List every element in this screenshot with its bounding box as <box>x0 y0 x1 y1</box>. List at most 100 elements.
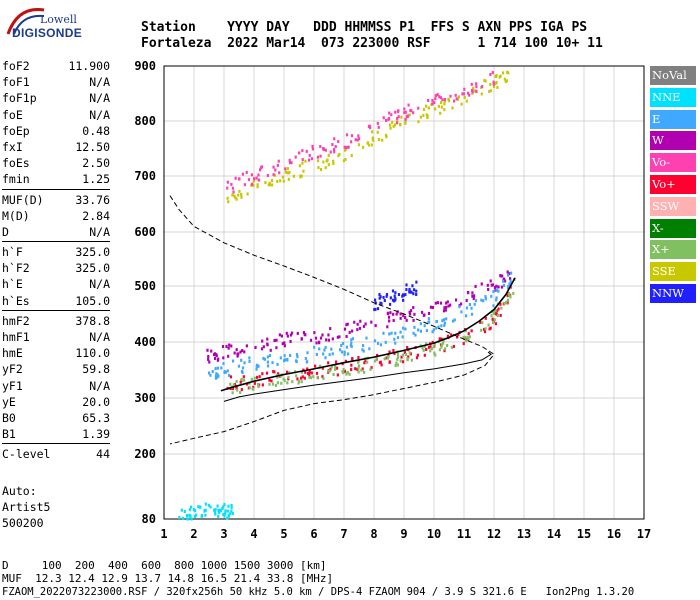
echo-point <box>483 327 486 331</box>
echo-point <box>376 307 380 311</box>
echo-point <box>506 298 510 302</box>
echo-point <box>227 346 230 350</box>
echo-point <box>500 285 504 289</box>
param-value: N/A <box>89 330 110 344</box>
echo-point <box>341 341 345 345</box>
echo-point <box>388 302 392 306</box>
echo-point <box>463 87 466 91</box>
echo-point <box>193 509 197 513</box>
echo-point <box>362 349 365 353</box>
echo-point <box>471 90 474 94</box>
echo-point <box>460 310 463 314</box>
echo-point <box>439 301 443 305</box>
echo-point <box>351 329 354 333</box>
echo-point <box>299 175 302 179</box>
echo-point <box>287 375 290 379</box>
echo-point <box>368 347 371 351</box>
echo-point <box>432 328 435 332</box>
echo-point <box>443 323 446 327</box>
echo-point <box>442 309 446 313</box>
echo-point <box>286 334 289 338</box>
echo-point <box>283 354 286 358</box>
param-name: B1 <box>2 427 16 442</box>
echo-point <box>227 354 230 358</box>
echo-point <box>283 379 286 383</box>
param-row: D N/A <box>2 224 110 240</box>
param-value: 44 <box>96 447 110 462</box>
echo-point <box>304 333 307 337</box>
echo-point <box>419 329 423 333</box>
echo-point <box>235 379 238 383</box>
echo-point <box>489 82 492 86</box>
echo-point <box>457 95 460 99</box>
echo-point <box>501 71 505 75</box>
x-tick-label: 6 <box>310 527 317 541</box>
echo-point <box>193 514 197 518</box>
echo-point <box>385 135 388 139</box>
echo-point <box>375 356 378 360</box>
echo-point <box>336 335 339 339</box>
echo-point <box>402 314 405 318</box>
echo-point <box>470 82 473 86</box>
echo-point <box>435 320 438 324</box>
echo-point <box>415 289 418 293</box>
echo-point <box>497 307 500 311</box>
echo-point <box>364 322 367 326</box>
param-name: h`F <box>2 245 23 260</box>
echo-point <box>401 360 405 364</box>
echo-point <box>296 331 299 335</box>
echo-point <box>324 356 327 360</box>
echo-point <box>334 367 337 371</box>
echo-point <box>392 124 395 128</box>
echo-point <box>294 155 297 159</box>
echo-point <box>353 320 356 324</box>
echo-point <box>447 304 450 308</box>
echo-point <box>300 380 303 384</box>
echo-point <box>492 311 495 315</box>
echo-point <box>407 103 410 107</box>
param-name: h`F2 <box>2 261 30 276</box>
echo-point <box>364 359 367 363</box>
echo-point <box>209 505 212 509</box>
echo-point <box>391 289 395 293</box>
param-row: h`F2 325.0 <box>2 260 110 276</box>
echo-point <box>270 379 273 383</box>
legend-item: E <box>650 109 696 129</box>
echo-point <box>286 381 289 385</box>
echo-point <box>248 359 251 363</box>
echo-point <box>468 93 471 97</box>
param-row: yE 20.0 <box>2 394 110 410</box>
param-name: B0 <box>2 410 16 425</box>
echo-point <box>275 346 278 350</box>
echo-point <box>232 383 235 387</box>
echo-point <box>198 505 201 509</box>
echo-point <box>439 111 442 115</box>
echo-point <box>327 333 330 337</box>
param-value: 110.0 <box>75 346 110 361</box>
echo-point <box>337 154 340 158</box>
echo-point <box>368 124 371 128</box>
echo-point <box>327 361 330 365</box>
echo-point <box>455 97 458 101</box>
y-tick-label: 200 <box>134 447 156 461</box>
param-row: h`Es 105.0 <box>2 293 110 309</box>
echo-point <box>430 347 433 351</box>
param-name: yF2 <box>2 362 23 377</box>
echo-point <box>267 183 270 187</box>
echo-point <box>276 163 279 167</box>
header-labels: Station YYYY DAY DDD HHMMSS P1 FFS S AXN… <box>141 20 588 35</box>
echo-point <box>315 341 318 345</box>
echo-point <box>242 375 245 379</box>
echo-point <box>472 86 475 90</box>
x-tick-label: 8 <box>370 527 377 541</box>
echo-point <box>373 308 376 312</box>
echo-point <box>300 174 303 178</box>
echo-point <box>403 351 407 355</box>
param-value: N/A <box>89 277 110 292</box>
echo-point <box>362 344 365 348</box>
echo-point <box>443 349 446 353</box>
echo-point <box>341 370 344 374</box>
echo-point <box>480 92 483 96</box>
echo-point <box>489 89 492 93</box>
echo-point <box>242 378 246 382</box>
